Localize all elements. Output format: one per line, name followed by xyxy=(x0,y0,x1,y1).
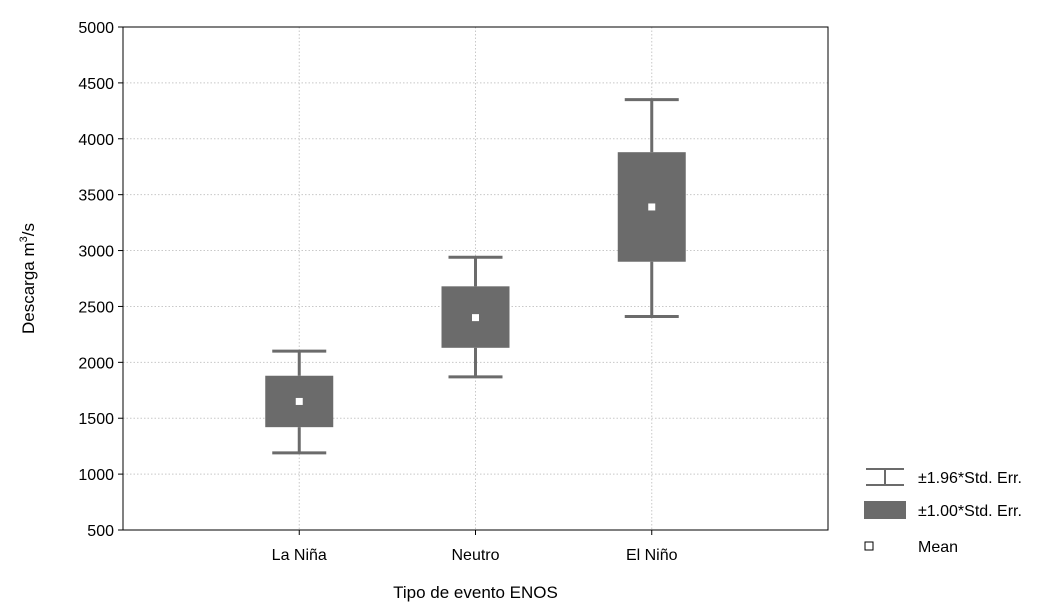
x-tick-label: La Niña xyxy=(272,547,327,564)
y-tick-label: 500 xyxy=(87,523,114,540)
x-axis-title: Tipo de evento ENOS xyxy=(393,583,558,602)
y-tick-label: 2000 xyxy=(78,355,114,372)
y-tick-label: 5000 xyxy=(78,20,114,37)
x-axis: La Niña Neutro El Niño xyxy=(272,530,678,564)
legend-label: ±1.96*Std. Err. xyxy=(918,470,1022,487)
legend: ±1.96*Std. Err. ±1.00*Std. Err. Mean xyxy=(864,468,1022,556)
legend-entry: ±1.00*Std. Err. xyxy=(864,501,1022,520)
legend-label: ±1.00*Std. Err. xyxy=(918,503,1022,520)
boxes-layer xyxy=(265,98,686,455)
y-axis-title-sup: 3 xyxy=(18,236,30,242)
category-box-group xyxy=(617,98,686,319)
mean-marker xyxy=(295,397,303,405)
y-axis-title-rest: /s xyxy=(19,223,38,236)
legend-entry: ±1.96*Std. Err. xyxy=(866,468,1022,487)
category-box-group xyxy=(265,349,334,455)
y-axis-title-base: Descarga m xyxy=(19,242,38,334)
legend-box-swatch xyxy=(864,501,906,519)
y-tick-label: 3000 xyxy=(78,244,114,261)
y-tick-label: 3500 xyxy=(78,188,114,205)
legend-mean-swatch xyxy=(864,541,874,551)
mean-marker xyxy=(648,203,656,211)
x-tick-label: El Niño xyxy=(626,547,678,564)
y-axis-title: Descarga m3/s xyxy=(18,223,38,334)
y-tick-label: 2500 xyxy=(78,299,114,316)
mean-marker xyxy=(472,314,479,322)
y-axis: 500 1000 1500 2000 2500 3000 3500 4000 4500 5000 xyxy=(78,20,123,540)
y-tick-label: 1500 xyxy=(78,411,114,428)
y-tick-label: 1000 xyxy=(78,467,114,484)
legend-label: Mean xyxy=(918,539,958,556)
x-tick-label: Neutro xyxy=(451,547,499,564)
y-tick-label: 4500 xyxy=(78,76,114,93)
legend-entry: Mean xyxy=(864,539,958,556)
category-box-group xyxy=(441,255,510,379)
y-tick-label: 4000 xyxy=(78,132,114,149)
